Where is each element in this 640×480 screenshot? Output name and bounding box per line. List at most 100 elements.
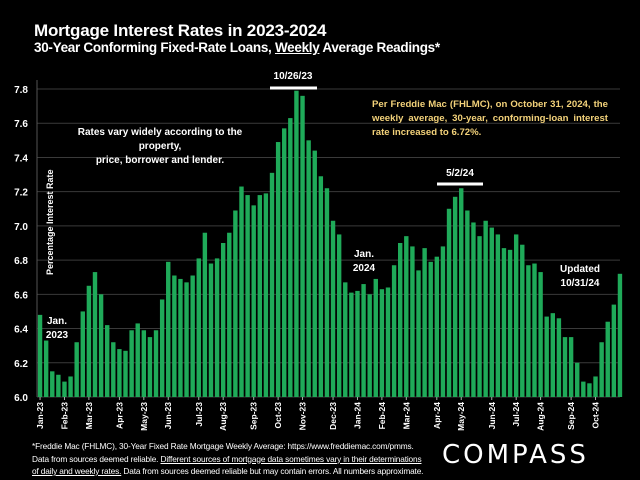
jan-2023-line-2: 2023	[45, 330, 69, 341]
bar	[483, 220, 488, 397]
bar	[300, 95, 305, 397]
x-tick-label: May-24	[456, 402, 466, 431]
bar	[507, 249, 513, 397]
bar	[56, 374, 61, 397]
bar	[141, 330, 147, 397]
bar	[501, 248, 507, 397]
bar	[404, 236, 409, 397]
bar	[550, 313, 555, 397]
bar	[86, 285, 92, 397]
bar	[410, 246, 415, 397]
jan-2024-line-1: Jan.	[353, 249, 374, 260]
footer-line-2: Data from sources deemed reliable. Diffe…	[32, 453, 520, 466]
y-tick-label: 6.4	[14, 325, 28, 336]
x-tick-label: Jan-24	[352, 402, 362, 429]
x-tick-label: Feb-23	[59, 402, 69, 430]
bar	[520, 244, 525, 397]
updated-line-1: Updated	[560, 264, 600, 275]
bar	[227, 232, 232, 397]
subtitle-weekly: Weekly	[274, 40, 320, 55]
bar	[361, 284, 366, 397]
bar	[208, 263, 214, 397]
chart-title: Mortgage Interest Rates in 2023-2024	[34, 21, 327, 40]
bar	[440, 246, 446, 397]
updated-line-2: 10/31/24	[560, 278, 600, 289]
bar	[398, 243, 403, 397]
jan-2024-line-2: 2024	[352, 263, 376, 274]
bar	[593, 376, 598, 397]
bar	[184, 282, 189, 397]
x-tick-label: Jan-23	[35, 402, 45, 429]
bar	[294, 90, 299, 398]
bar	[318, 176, 324, 397]
bar	[196, 258, 201, 397]
bar	[166, 261, 171, 397]
bar	[367, 294, 372, 397]
bar	[538, 272, 543, 397]
bar	[465, 210, 470, 397]
bar	[159, 299, 165, 397]
bar	[336, 234, 342, 397]
bar	[202, 232, 208, 397]
bar	[532, 263, 537, 397]
bar	[434, 256, 440, 397]
bar	[379, 289, 385, 397]
freddie-mac-note: Per Freddie Mac (FHLMC), on October 31, …	[372, 99, 608, 138]
x-tick-labels: Jan-23 Feb-23 Mar-23 Apr-23 May-23 Jun-23 Jul-…	[35, 397, 601, 431]
updated-label: Updated 10/31/24	[548, 263, 612, 291]
footer-text: Data from sources deemed reliable.	[32, 453, 161, 464]
x-tick-label: Apr-23	[114, 402, 124, 429]
jan-2023-label: Jan. 2023	[36, 315, 78, 343]
y-tick-label: 6.6	[14, 290, 28, 301]
rates-vary-note: Rates vary widely according to the prope…	[60, 126, 260, 168]
bar	[312, 150, 317, 397]
x-tick-label: Oct-24	[591, 402, 601, 429]
bar	[617, 273, 623, 397]
x-tick-label: Jul-24	[511, 402, 521, 427]
bar	[459, 188, 464, 397]
footer-underlined: Different sources of mortgage data somet…	[160, 453, 422, 464]
bars	[37, 90, 623, 398]
subtitle-text-end: Average Readings*	[319, 40, 440, 55]
y-tick-label: 7.4	[14, 153, 28, 164]
bar	[68, 376, 73, 397]
bar	[257, 195, 262, 397]
bar	[446, 208, 452, 397]
footer-line-1: *Freddie Mac (FHLMC), 30-Year Fixed Rate…	[32, 441, 414, 451]
bar	[105, 325, 110, 397]
subtitle-text: 30-Year Conforming Fixed-Rate Loans,	[34, 40, 275, 55]
bar	[428, 261, 433, 397]
bar	[343, 282, 348, 397]
bar	[239, 186, 244, 397]
bar	[220, 243, 226, 397]
bar	[581, 381, 586, 397]
jan-2023-line-1: Jan.	[46, 316, 67, 327]
x-tick-label: Feb-24	[377, 402, 387, 430]
footer-text-2: Data from sources deemed reliable but ma…	[121, 466, 424, 476]
bar	[324, 188, 330, 397]
bar	[422, 248, 427, 397]
y-tick-label: 6.0	[14, 393, 28, 404]
bar	[452, 196, 458, 397]
bar	[489, 227, 494, 397]
bar	[556, 318, 562, 397]
y-tick-labels: 6.0 6.2 6.4 6.6 6.8 7.0 7.2 7.4 7.6 7.8	[14, 85, 28, 404]
bar	[373, 278, 378, 397]
bar	[214, 258, 220, 397]
bar	[50, 371, 55, 397]
bar	[568, 337, 574, 397]
bar	[288, 118, 293, 397]
x-tick-label: Mar-24	[401, 402, 411, 430]
bar	[544, 316, 549, 397]
y-tick-label: 7.6	[14, 119, 28, 130]
chart-subtitle: 30-Year Conforming Fixed-Rate Loans, Wee…	[34, 40, 440, 55]
bar	[190, 275, 195, 397]
bar	[416, 270, 421, 397]
x-tick-label: Aug-24	[536, 402, 546, 431]
bar	[129, 330, 134, 397]
x-tick-label: Mar-23	[84, 402, 94, 430]
bar	[62, 381, 67, 397]
bar	[37, 314, 43, 397]
bar	[80, 311, 85, 397]
compass-logo: COMPASS	[442, 440, 589, 470]
